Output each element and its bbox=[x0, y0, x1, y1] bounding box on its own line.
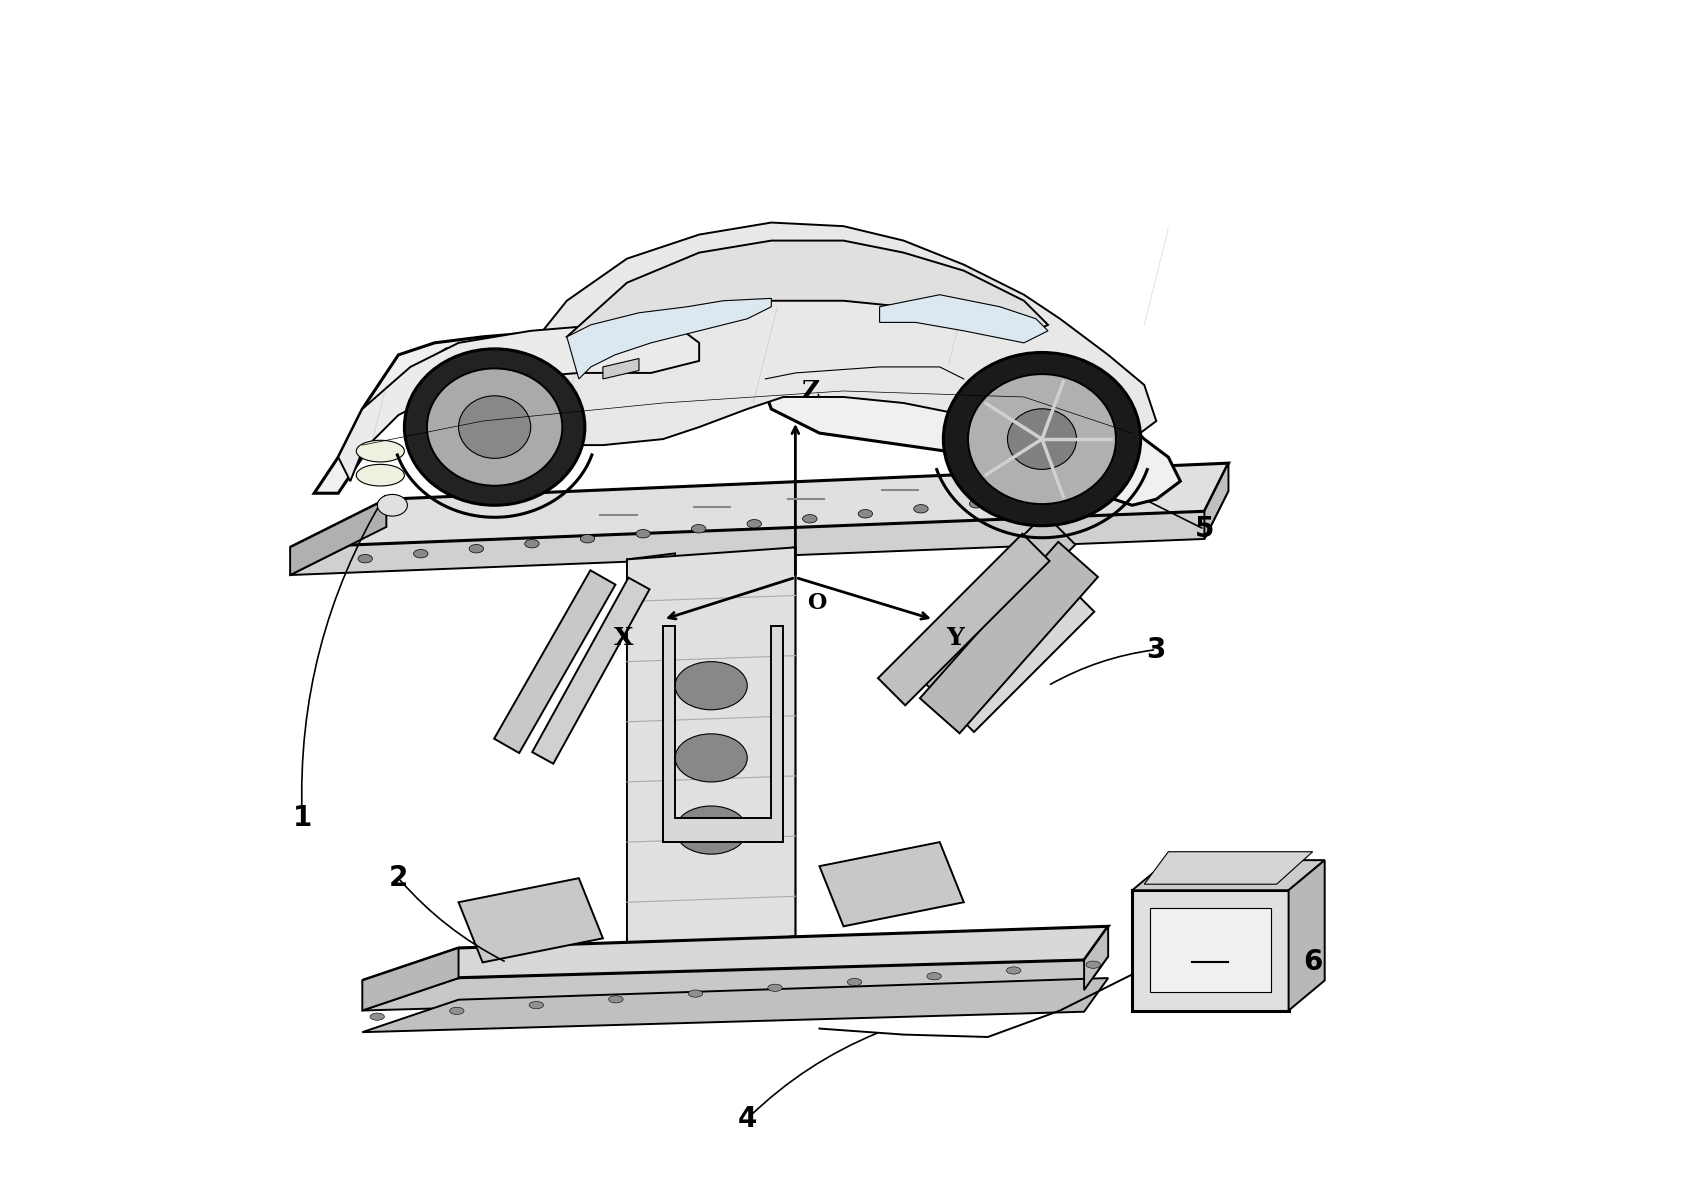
Ellipse shape bbox=[1007, 409, 1076, 469]
Ellipse shape bbox=[459, 396, 531, 458]
Ellipse shape bbox=[580, 534, 596, 543]
Ellipse shape bbox=[449, 1007, 464, 1014]
Polygon shape bbox=[290, 463, 1228, 547]
Polygon shape bbox=[820, 842, 963, 926]
Ellipse shape bbox=[675, 806, 747, 854]
Polygon shape bbox=[314, 325, 1181, 505]
Text: 3: 3 bbox=[1147, 635, 1166, 664]
Ellipse shape bbox=[369, 1013, 385, 1020]
Ellipse shape bbox=[378, 494, 408, 516]
Polygon shape bbox=[901, 514, 1075, 689]
Ellipse shape bbox=[609, 996, 623, 1003]
Polygon shape bbox=[747, 547, 795, 948]
Ellipse shape bbox=[675, 662, 747, 710]
Ellipse shape bbox=[358, 555, 373, 563]
Text: 1: 1 bbox=[292, 804, 312, 832]
Polygon shape bbox=[1132, 860, 1324, 890]
Ellipse shape bbox=[1007, 967, 1021, 974]
Polygon shape bbox=[877, 534, 1049, 705]
Ellipse shape bbox=[525, 539, 540, 547]
Ellipse shape bbox=[356, 440, 405, 462]
Polygon shape bbox=[482, 223, 1156, 451]
Ellipse shape bbox=[926, 972, 941, 979]
Polygon shape bbox=[290, 499, 386, 575]
Ellipse shape bbox=[405, 349, 585, 505]
Polygon shape bbox=[1132, 890, 1289, 1011]
Ellipse shape bbox=[943, 352, 1140, 526]
Ellipse shape bbox=[427, 368, 562, 486]
Polygon shape bbox=[628, 547, 795, 960]
Polygon shape bbox=[567, 298, 771, 379]
Polygon shape bbox=[531, 577, 649, 764]
Polygon shape bbox=[663, 626, 783, 842]
Polygon shape bbox=[567, 241, 1048, 349]
Ellipse shape bbox=[803, 515, 817, 523]
Ellipse shape bbox=[970, 499, 984, 508]
Ellipse shape bbox=[356, 464, 405, 486]
Ellipse shape bbox=[688, 990, 703, 997]
Text: 6: 6 bbox=[1302, 948, 1323, 977]
Polygon shape bbox=[290, 491, 1228, 575]
Polygon shape bbox=[363, 956, 1108, 1011]
Text: 2: 2 bbox=[388, 864, 408, 893]
Text: X: X bbox=[614, 626, 633, 650]
Polygon shape bbox=[602, 358, 639, 379]
Polygon shape bbox=[953, 592, 1095, 731]
Ellipse shape bbox=[859, 510, 872, 518]
Polygon shape bbox=[1205, 463, 1228, 539]
Ellipse shape bbox=[914, 504, 928, 512]
Ellipse shape bbox=[1080, 490, 1095, 498]
Ellipse shape bbox=[968, 374, 1117, 504]
Text: Z: Z bbox=[801, 379, 820, 403]
Polygon shape bbox=[1085, 926, 1108, 990]
Polygon shape bbox=[363, 978, 1108, 1032]
Text: O: O bbox=[808, 592, 827, 614]
Polygon shape bbox=[363, 948, 459, 1011]
Polygon shape bbox=[919, 541, 1098, 734]
Text: 4: 4 bbox=[737, 1104, 757, 1133]
Polygon shape bbox=[494, 570, 616, 753]
Ellipse shape bbox=[675, 734, 747, 782]
Polygon shape bbox=[1144, 852, 1312, 884]
Ellipse shape bbox=[469, 545, 484, 553]
Ellipse shape bbox=[847, 978, 862, 985]
Polygon shape bbox=[1289, 860, 1324, 1011]
Ellipse shape bbox=[1086, 961, 1100, 968]
Ellipse shape bbox=[1026, 494, 1039, 503]
Polygon shape bbox=[363, 926, 1108, 980]
Polygon shape bbox=[879, 295, 1048, 343]
Ellipse shape bbox=[413, 550, 428, 558]
Polygon shape bbox=[1151, 908, 1270, 992]
Ellipse shape bbox=[768, 984, 783, 991]
Text: Y: Y bbox=[946, 626, 963, 650]
Ellipse shape bbox=[692, 525, 705, 533]
Polygon shape bbox=[628, 553, 675, 960]
Ellipse shape bbox=[747, 520, 761, 528]
Ellipse shape bbox=[636, 529, 649, 538]
Polygon shape bbox=[459, 878, 602, 962]
Ellipse shape bbox=[530, 1001, 543, 1008]
Text: 5: 5 bbox=[1194, 515, 1215, 544]
Polygon shape bbox=[337, 322, 698, 481]
